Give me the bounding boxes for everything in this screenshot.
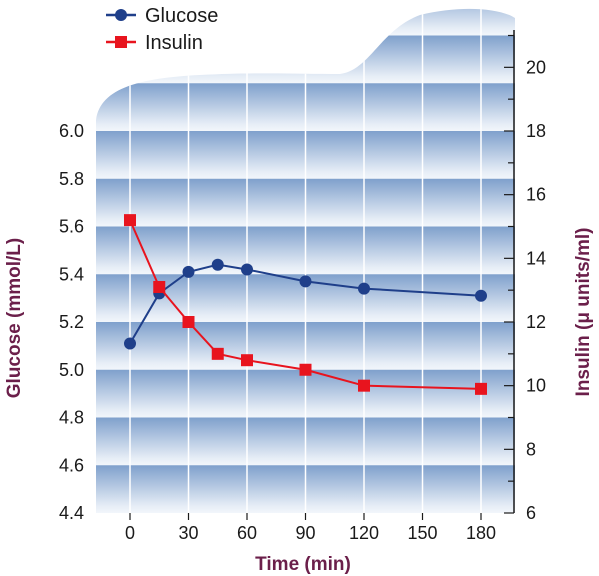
right-tick-label: 6 <box>526 503 536 523</box>
legend-item-insulin: Insulin <box>106 32 203 54</box>
right-axis-title: Insulin (μ units/ml) <box>573 228 594 397</box>
insulin-data-point <box>211 347 224 360</box>
glucose-data-point <box>299 275 312 288</box>
x-axis-ticks: 0 30 60 90 120 150 180 <box>125 513 496 543</box>
x-tick-label: 120 <box>349 523 379 543</box>
right-tick-label: 18 <box>526 121 546 141</box>
right-tick-label: 12 <box>526 312 546 332</box>
legend: Glucose Insulin <box>106 5 218 54</box>
legend-insulin-label: Insulin <box>145 32 203 54</box>
glucose-data-point <box>124 337 136 350</box>
legend-glucose-label: Glucose <box>145 5 218 27</box>
right-axis-ticks: 6 8 10 12 14 16 18 20 <box>504 34 546 523</box>
x-tick-label: 60 <box>237 523 257 543</box>
right-tick-label: 10 <box>526 376 546 396</box>
left-tick-label: 4.4 <box>59 503 84 523</box>
left-tick-label: 5.2 <box>59 312 84 332</box>
x-tick-label: 180 <box>466 523 496 543</box>
left-axis-title: Glucose (mmol/L) <box>4 238 25 398</box>
right-tick-label: 20 <box>526 57 546 77</box>
legend-item-glucose: Glucose <box>106 5 218 27</box>
glucose-data-point <box>241 263 253 276</box>
x-tick-label: 30 <box>178 523 198 543</box>
insulin-data-point <box>182 316 195 328</box>
left-axis-ticks: 4.4 4.6 4.8 5.0 5.2 5.4 5.6 5.8 6.0 <box>59 121 84 523</box>
glucose-data-point <box>211 258 224 271</box>
x-tick-label: 90 <box>295 523 315 543</box>
right-tick-label: 14 <box>526 248 546 268</box>
left-tick-label: 5.0 <box>59 360 84 380</box>
insulin-data-point <box>475 382 487 395</box>
left-tick-label: 4.8 <box>59 408 84 428</box>
left-tick-label: 4.6 <box>59 455 84 475</box>
insulin-data-point <box>153 280 166 293</box>
left-tick-label: 5.6 <box>59 217 84 237</box>
series-layer <box>124 214 487 395</box>
x-axis-title: Time (min) <box>255 554 351 575</box>
legend-glucose-marker <box>115 9 127 21</box>
insulin-data-point <box>358 379 370 392</box>
glucose-data-point <box>358 282 370 295</box>
right-tick-label: 8 <box>526 439 536 459</box>
insulin-data-point <box>299 363 312 376</box>
x-tick-label: 0 <box>125 523 135 543</box>
left-tick-label: 5.8 <box>59 169 84 189</box>
insulin-data-point <box>241 354 253 367</box>
left-tick-label: 6.0 <box>59 121 84 141</box>
right-tick-label: 16 <box>526 185 546 205</box>
glucose-data-point <box>182 265 195 278</box>
left-tick-label: 5.4 <box>59 264 84 284</box>
x-tick-label: 150 <box>407 523 437 543</box>
glucose-data-point <box>475 289 487 302</box>
insulin-data-point <box>124 214 136 227</box>
plot-background <box>96 8 515 513</box>
legend-insulin-marker <box>115 36 127 48</box>
